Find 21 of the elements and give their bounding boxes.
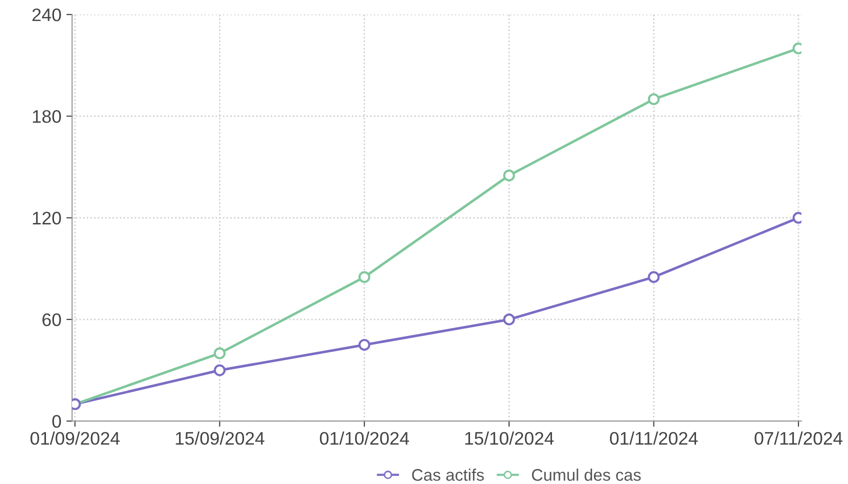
point — [648, 93, 660, 106]
x-tick-label: 01/09/2024 — [30, 431, 120, 445]
legend-label: Cas actifs — [412, 468, 484, 481]
point — [214, 364, 226, 376]
point — [358, 271, 370, 283]
point — [503, 170, 515, 182]
point — [358, 338, 370, 351]
point — [648, 271, 660, 283]
x-tick-label: 01/10/2024 — [320, 431, 410, 445]
point — [503, 314, 515, 326]
x-tick-label: 15/10/2024 — [465, 431, 554, 445]
x-tick-label: 01/11/2024 — [610, 431, 698, 445]
y-tick-label: 60 — [42, 313, 61, 326]
y-tick-label: 0 — [52, 415, 61, 428]
point — [214, 347, 226, 360]
y-tick-label: 180 — [32, 110, 61, 123]
x-tick-label: 15/09/2024 — [176, 431, 264, 445]
legend-label: Cumul des cas — [532, 468, 641, 481]
y-tick-label: 240 — [32, 8, 61, 22]
y-tick-label: 120 — [32, 212, 61, 225]
x-tick-label: 07/11/2024 — [754, 431, 842, 445]
